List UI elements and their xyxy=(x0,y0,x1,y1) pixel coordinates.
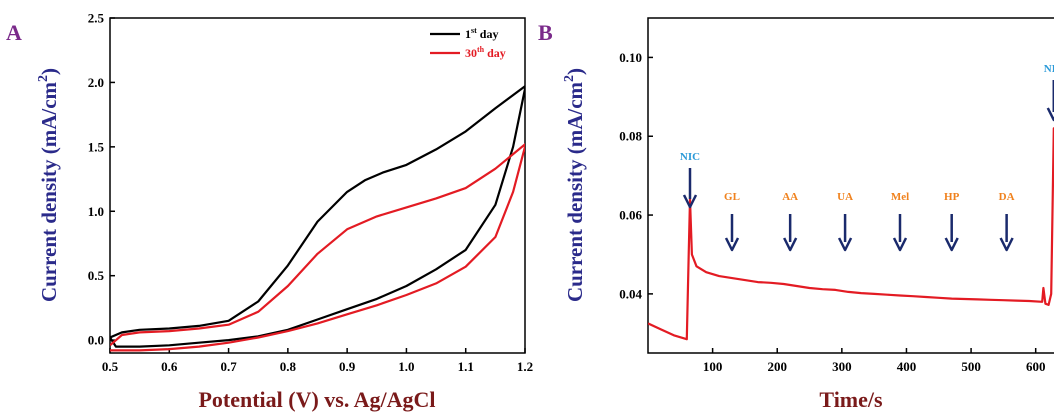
series-line xyxy=(648,127,1054,341)
x-tick-label: 0.9 xyxy=(339,359,356,374)
annotation-label: DA xyxy=(999,191,1015,203)
panel-b-ticks: 100 200 300 400 500 600 0.04 0.06 0.08 0.10 xyxy=(619,50,1045,374)
annotation-arrowhead xyxy=(682,194,698,209)
x-tick-label: 400 xyxy=(897,359,917,374)
y-tick-label: 2.5 xyxy=(88,11,105,26)
x-tick-label: 1.2 xyxy=(517,359,533,374)
y-tick-label: 0.08 xyxy=(619,129,642,144)
panel-b-curves xyxy=(648,127,1054,341)
panel-a-frame xyxy=(109,17,526,354)
y-tick-label: 0.5 xyxy=(88,268,105,283)
annotation-label: NIC xyxy=(680,151,700,163)
annotation-arrowhead xyxy=(892,237,908,252)
annotation-arrowhead xyxy=(837,237,853,252)
legend-label: 1st day xyxy=(465,26,498,41)
annotation-arrowhead xyxy=(944,237,959,252)
y-tick-label: 2.0 xyxy=(88,75,104,90)
y-tick-label: 1.5 xyxy=(88,139,105,154)
annotation-label: AA xyxy=(782,191,798,203)
annotation-arrowhead xyxy=(724,237,740,252)
y-tick-label: 0.04 xyxy=(619,286,642,301)
x-tick-label: 0.7 xyxy=(220,359,237,374)
x-tick-label: 500 xyxy=(961,359,981,374)
panel-a-ticks: 0.5 0.6 0.7 0.8 0.9 1.0 1.1 1.2 0.0 0.5 1.0 1.5 2.0 2… xyxy=(88,11,533,375)
x-tick-label: 1.1 xyxy=(458,359,474,374)
panel-a-label: A xyxy=(6,20,22,45)
annotation-label: GL xyxy=(724,191,740,203)
annotation-label: NIC xyxy=(1044,63,1054,75)
y-tick-label: 0.06 xyxy=(619,208,642,223)
annotation-label: Mel xyxy=(891,191,909,203)
x-tick-label: 0.8 xyxy=(280,359,297,374)
x-tick-label: 300 xyxy=(832,359,852,374)
x-tick-label: 600 xyxy=(1026,359,1046,374)
panel-b-y-axis-title: Current density (mA/cm2) xyxy=(562,68,587,302)
panel-a: A 0.5 0.6 0.7 0.8 0.9 1.0 1.1 1.2 0.0 0.5 1.0 1.5 2.… xyxy=(6,11,533,413)
y-tick-label: 0.0 xyxy=(88,333,104,348)
panel-b-x-axis-title: Time/s xyxy=(819,387,883,412)
panel-a-legend: 1st day 30th day xyxy=(430,26,506,60)
panel-a-y-axis-title: Current density (mA/cm2) xyxy=(36,68,61,302)
series-line xyxy=(110,85,525,348)
annotation-arrowhead xyxy=(999,237,1014,252)
y-tick-label: 0.10 xyxy=(619,50,642,65)
panel-a-x-axis-title: Potential (V) vs. Ag/AgCl xyxy=(198,387,435,412)
panel-b-frame xyxy=(647,17,1054,354)
legend-label: 30th day xyxy=(465,45,506,60)
annotation-arrowhead xyxy=(783,237,798,252)
x-tick-label: 200 xyxy=(767,359,787,374)
annotation-label: HP xyxy=(944,191,960,203)
x-tick-label: 100 xyxy=(703,359,723,374)
x-tick-label: 0.5 xyxy=(102,359,119,374)
panel-a-curves xyxy=(110,85,525,352)
y-tick-label: 1.0 xyxy=(88,204,104,219)
panel-b-annotations: NIC GL AA UA Mel HP DA NIC xyxy=(680,63,1054,252)
panel-b-label: B xyxy=(538,20,553,45)
annotation-label: UA xyxy=(837,191,853,203)
x-tick-label: 1.0 xyxy=(398,359,414,374)
panel-b: B 100 200 300 400 500 600 0.04 0.06 0.08 0.10 NIC… xyxy=(538,17,1054,412)
series-line xyxy=(110,143,525,352)
x-tick-label: 0.6 xyxy=(161,359,178,374)
